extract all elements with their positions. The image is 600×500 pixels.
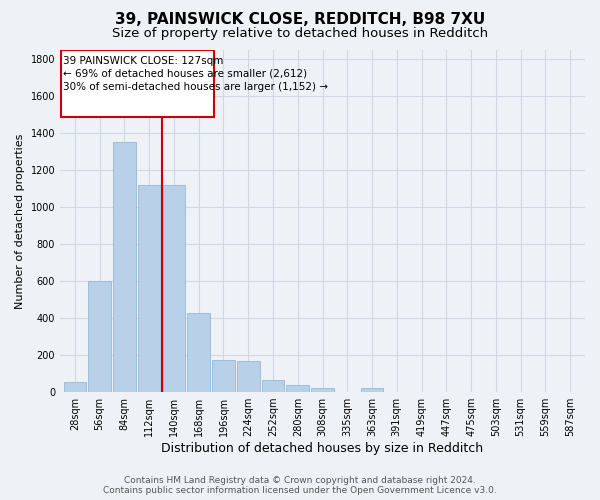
Bar [311,388,334,392]
Text: Size of property relative to detached houses in Redditch: Size of property relative to detached ho… [112,28,488,40]
Text: Contains HM Land Registry data © Crown copyright and database right 2024.
Contai: Contains HM Land Registry data © Crown c… [103,476,497,495]
Bar [138,185,161,392]
Y-axis label: Number of detached properties: Number of detached properties [15,134,25,308]
FancyBboxPatch shape [61,50,214,116]
Bar [361,388,383,392]
Bar [286,384,309,392]
Bar [212,360,235,392]
Bar [88,281,111,392]
Bar [163,185,185,392]
Text: 39 PAINSWICK CLOSE: 127sqm
← 69% of detached houses are smaller (2,612)
30% of s: 39 PAINSWICK CLOSE: 127sqm ← 69% of deta… [63,56,328,92]
Text: 39, PAINSWICK CLOSE, REDDITCH, B98 7XU: 39, PAINSWICK CLOSE, REDDITCH, B98 7XU [115,12,485,28]
Bar [237,360,260,392]
Bar [187,314,210,392]
Bar [113,142,136,392]
Bar [64,382,86,392]
Bar [262,380,284,392]
X-axis label: Distribution of detached houses by size in Redditch: Distribution of detached houses by size … [161,442,484,455]
